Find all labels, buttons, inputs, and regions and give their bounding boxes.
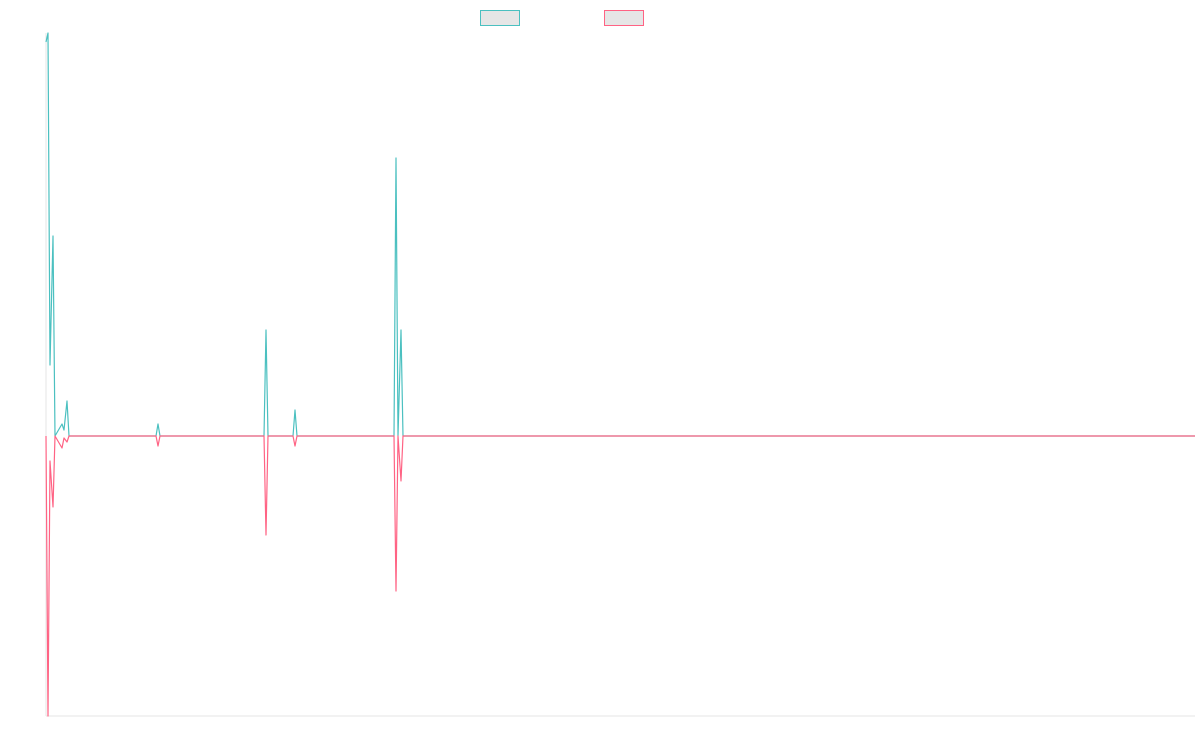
legend-item-series-2[interactable] (604, 10, 644, 26)
legend-item-series-1[interactable] (480, 10, 520, 26)
series-line-1 (45, 32, 1195, 437)
series-line-2 (45, 435, 1195, 717)
legend (0, 10, 1200, 26)
